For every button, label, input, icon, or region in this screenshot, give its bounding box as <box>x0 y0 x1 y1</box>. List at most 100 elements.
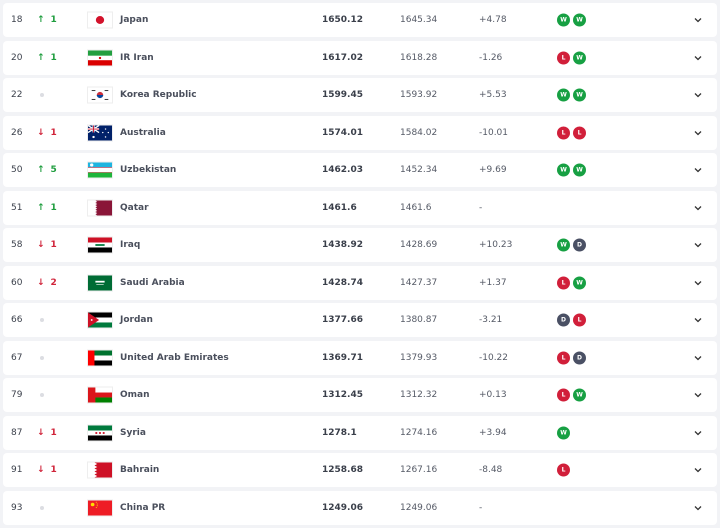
points-difference: +3.94 <box>479 427 507 438</box>
chevron-down-icon[interactable] <box>693 465 703 475</box>
form-badge-win: W <box>557 163 570 177</box>
team-name[interactable]: Japan <box>120 15 149 25</box>
form-badge-loss: L <box>573 313 586 327</box>
points-difference: -3.21 <box>479 315 503 325</box>
previous-points: 1427.37 <box>400 277 438 288</box>
ranking-row[interactable]: 91 ↓ 1 Bahrain 1258.68 1267.16 -8.48 L <box>3 453 717 487</box>
arrow-up-icon: ↑ <box>37 165 45 175</box>
chevron-down-icon[interactable] <box>693 90 703 100</box>
team-name[interactable]: IR Iran <box>120 52 154 63</box>
rank: 58 <box>11 240 23 250</box>
chevron-down-icon[interactable] <box>693 315 703 325</box>
chevron-down-icon[interactable] <box>693 278 703 288</box>
rank-change: ↑ 1 <box>37 203 57 213</box>
rank: 51 <box>11 202 23 213</box>
rank: 18 <box>11 15 23 25</box>
chevron-down-icon[interactable] <box>693 240 703 250</box>
rank-change-value: 1 <box>50 427 57 438</box>
form-badge-win: W <box>573 276 586 289</box>
previous-points: 1452.34 <box>400 165 438 175</box>
chevron-down-icon[interactable] <box>693 53 703 63</box>
form-badge-loss: L <box>557 126 570 139</box>
team-name[interactable]: Australia <box>120 127 166 138</box>
rank: 50 <box>11 165 23 175</box>
team-name[interactable]: Uzbekistan <box>120 165 177 175</box>
ranking-row[interactable]: 26 ↓ 1 Australia 1574.01 1584.02 -10.01 L… <box>3 115 717 150</box>
rank-change: ↑ 1 <box>37 53 57 63</box>
points-difference: -1.26 <box>479 52 503 63</box>
flag-qatar-icon <box>87 199 113 216</box>
ranking-row[interactable]: 93 China PR 1249.06 1249.06 - <box>3 490 717 525</box>
rank-change: ↓ 1 <box>37 428 57 438</box>
previous-points: 1461.6 <box>400 202 432 213</box>
arrow-up-icon: ↑ <box>37 15 45 25</box>
arrow-down-icon: ↓ <box>37 427 45 438</box>
chevron-down-icon[interactable] <box>693 15 703 25</box>
rank-change-value: 1 <box>50 465 57 475</box>
flag-uae-icon <box>87 349 113 366</box>
form-badge-loss: L <box>557 276 570 289</box>
team-name[interactable]: Bahrain <box>120 465 160 475</box>
ranking-row[interactable]: 67 United Arab Emirates 1369.71 1379.93 … <box>3 340 717 375</box>
no-change-dot <box>40 393 44 397</box>
form-badge-win: W <box>557 426 570 439</box>
rank: 93 <box>11 502 23 513</box>
team-name[interactable]: Korea Republic <box>120 90 197 100</box>
chevron-down-icon[interactable] <box>693 128 703 138</box>
form-badge-win: W <box>573 163 586 177</box>
rank: 26 <box>11 127 23 138</box>
total-points: 1428.74 <box>322 277 363 288</box>
rank: 67 <box>11 352 23 363</box>
no-change-dot <box>40 355 44 360</box>
team-name[interactable]: United Arab Emirates <box>120 352 229 363</box>
points-difference: -8.48 <box>479 465 503 475</box>
form-badge-win: W <box>573 13 586 27</box>
previous-points: 1428.69 <box>400 240 438 250</box>
chevron-down-icon[interactable] <box>693 390 703 400</box>
chevron-down-icon[interactable] <box>693 165 703 175</box>
team-name[interactable]: Jordan <box>120 315 153 325</box>
team-name[interactable]: Oman <box>120 390 150 400</box>
rank-change: ↓ 1 <box>37 240 57 250</box>
ranking-row[interactable]: 60 ↓ 2 Saudi Arabia 1428.74 1427.37 +1.37… <box>3 265 717 300</box>
total-points: 1574.01 <box>322 127 363 138</box>
team-name[interactable]: Syria <box>120 427 146 438</box>
chevron-down-icon[interactable] <box>693 503 703 513</box>
form-badge-draw: D <box>573 238 586 252</box>
team-name[interactable]: China PR <box>120 502 166 513</box>
form-badge-loss: L <box>557 463 570 477</box>
points-difference: +10.23 <box>479 240 513 250</box>
flag-jordan-icon <box>87 311 113 329</box>
points-difference: -10.22 <box>479 352 509 363</box>
rank-change-value: 2 <box>50 277 57 288</box>
chevron-down-icon[interactable] <box>693 203 703 213</box>
team-name[interactable]: Iraq <box>120 240 141 250</box>
ranking-row[interactable]: 22 Korea Republic 1599.45 1593.92 +5.53 … <box>3 78 717 112</box>
ranking-row[interactable]: 51 ↑ 1 Qatar 1461.6 1461.6 - <box>3 190 717 225</box>
no-change-dot <box>40 318 44 322</box>
team-name[interactable]: Saudi Arabia <box>120 277 185 288</box>
total-points: 1650.12 <box>322 15 363 25</box>
form-badge-loss: L <box>557 351 570 364</box>
ranking-row[interactable]: 50 ↑ 5 Uzbekistan 1462.03 1452.34 +9.69 W… <box>3 153 717 187</box>
team-name[interactable]: Qatar <box>120 202 149 213</box>
form-badge-win: W <box>557 88 570 102</box>
rank-change: ↓ 2 <box>37 278 57 288</box>
chevron-down-icon[interactable] <box>693 353 703 363</box>
ranking-row[interactable]: 87 ↓ 1 Syria 1278.1 1274.16 +3.94 W <box>3 415 717 450</box>
form-badge-draw: D <box>573 351 586 364</box>
form-badge-loss: L <box>557 51 570 64</box>
flag-korea-icon <box>87 86 113 104</box>
arrow-up-icon: ↑ <box>37 52 45 63</box>
chevron-down-icon[interactable] <box>693 428 703 438</box>
